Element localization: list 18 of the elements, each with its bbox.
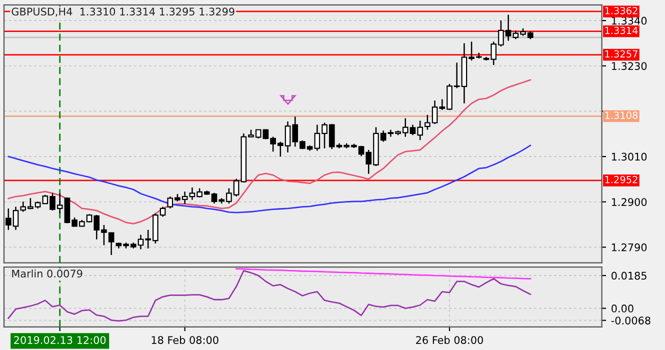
y-tick-label: 0.00 [612,304,634,312]
chart-title: Marlin 0.0079 [12,269,82,278]
x-tick-label: 26 Feb 08:00 [416,336,483,344]
x-tick-label: 18 Feb 08:00 [152,336,218,344]
y-tick-label: 1.3010 [612,152,647,161]
y-tick-label: -0.0068 [611,316,650,324]
x-tick-label: 2019.02.13 12:00 [14,336,106,344]
chart-title: GBPUSD,H4 1.3310 1.3314 1.3295 1.3299 [12,8,234,17]
y-tick-label: 1.3230 [612,62,647,70]
ref-line-label: 1.3362 [605,6,638,14]
y-tick-label: 1.2900 [612,198,647,206]
ref-line-label: 1.2952 [605,176,638,184]
y-tick-label: 0.0185 [612,272,646,280]
y-tick-label: 1.3340 [612,16,647,25]
ref-line-label: 1.3108 [605,112,638,119]
ref-line-label: 1.3257 [605,50,638,58]
ref-line-label: 1.3314 [605,26,638,34]
y-tick-label: 1.2790 [612,243,647,252]
